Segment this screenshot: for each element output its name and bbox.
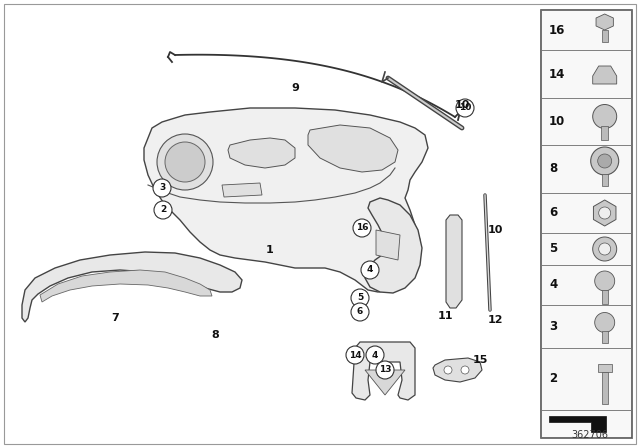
- Bar: [541, 50, 632, 98]
- Text: 10: 10: [487, 225, 502, 235]
- Text: 12: 12: [487, 315, 503, 325]
- Text: 16: 16: [356, 224, 368, 233]
- Circle shape: [598, 207, 611, 219]
- Circle shape: [461, 366, 469, 374]
- Polygon shape: [40, 270, 212, 302]
- Circle shape: [376, 361, 394, 379]
- Polygon shape: [433, 358, 482, 382]
- Text: 8: 8: [549, 163, 557, 176]
- Text: 3: 3: [549, 320, 557, 333]
- Circle shape: [366, 346, 384, 364]
- Text: 2: 2: [549, 372, 557, 385]
- Bar: [541, 348, 632, 410]
- Bar: [541, 410, 632, 438]
- Circle shape: [351, 289, 369, 307]
- Text: 14: 14: [549, 68, 565, 81]
- Circle shape: [444, 366, 452, 374]
- Text: 362706: 362706: [572, 430, 609, 440]
- Circle shape: [361, 261, 379, 279]
- Polygon shape: [593, 200, 616, 226]
- Bar: [541, 233, 632, 265]
- Bar: [541, 145, 632, 193]
- Bar: [541, 98, 632, 145]
- Circle shape: [165, 142, 205, 182]
- Text: 4: 4: [367, 266, 373, 275]
- Bar: [541, 265, 632, 305]
- Text: 6: 6: [549, 207, 557, 220]
- Circle shape: [595, 313, 614, 332]
- Text: 11: 11: [437, 311, 452, 321]
- Bar: [601, 126, 608, 141]
- Text: 10: 10: [454, 100, 470, 110]
- Polygon shape: [596, 14, 613, 30]
- Text: 4: 4: [372, 350, 378, 359]
- Bar: [541, 305, 632, 348]
- Bar: [602, 372, 608, 404]
- Polygon shape: [144, 108, 428, 292]
- Polygon shape: [222, 183, 262, 197]
- Circle shape: [157, 134, 213, 190]
- Text: 3: 3: [159, 184, 165, 193]
- Text: 1: 1: [266, 245, 274, 255]
- Bar: [541, 10, 632, 50]
- Text: 10: 10: [549, 115, 565, 128]
- Polygon shape: [446, 215, 462, 308]
- Text: 13: 13: [379, 366, 391, 375]
- Text: 6: 6: [357, 307, 363, 316]
- Text: 16: 16: [549, 23, 565, 36]
- Circle shape: [591, 147, 619, 175]
- Bar: [602, 174, 608, 186]
- Bar: [541, 193, 632, 233]
- Polygon shape: [365, 370, 405, 395]
- Circle shape: [598, 154, 612, 168]
- Text: 5: 5: [357, 293, 363, 302]
- Bar: [598, 364, 612, 372]
- Circle shape: [598, 243, 611, 255]
- Text: 2: 2: [160, 206, 166, 215]
- Circle shape: [456, 99, 474, 117]
- Bar: [541, 10, 632, 438]
- Circle shape: [353, 219, 371, 237]
- Text: 8: 8: [211, 330, 219, 340]
- Text: 14: 14: [349, 350, 362, 359]
- Text: 9: 9: [291, 83, 299, 93]
- Polygon shape: [593, 66, 617, 84]
- Text: 4: 4: [549, 279, 557, 292]
- Circle shape: [153, 179, 171, 197]
- Circle shape: [595, 271, 614, 291]
- Circle shape: [593, 237, 617, 261]
- Circle shape: [593, 104, 617, 129]
- Circle shape: [346, 346, 364, 364]
- Bar: [602, 30, 608, 42]
- Circle shape: [154, 201, 172, 219]
- Polygon shape: [549, 416, 606, 432]
- Text: 15: 15: [472, 355, 488, 365]
- Circle shape: [351, 303, 369, 321]
- Text: 10: 10: [459, 103, 471, 112]
- Text: 7: 7: [111, 313, 119, 323]
- Polygon shape: [365, 198, 422, 293]
- Polygon shape: [376, 230, 400, 260]
- Polygon shape: [22, 252, 242, 322]
- Bar: [602, 332, 608, 344]
- Polygon shape: [308, 125, 398, 172]
- Bar: [602, 290, 608, 304]
- Polygon shape: [228, 138, 295, 168]
- Text: 5: 5: [549, 242, 557, 255]
- Polygon shape: [352, 342, 415, 400]
